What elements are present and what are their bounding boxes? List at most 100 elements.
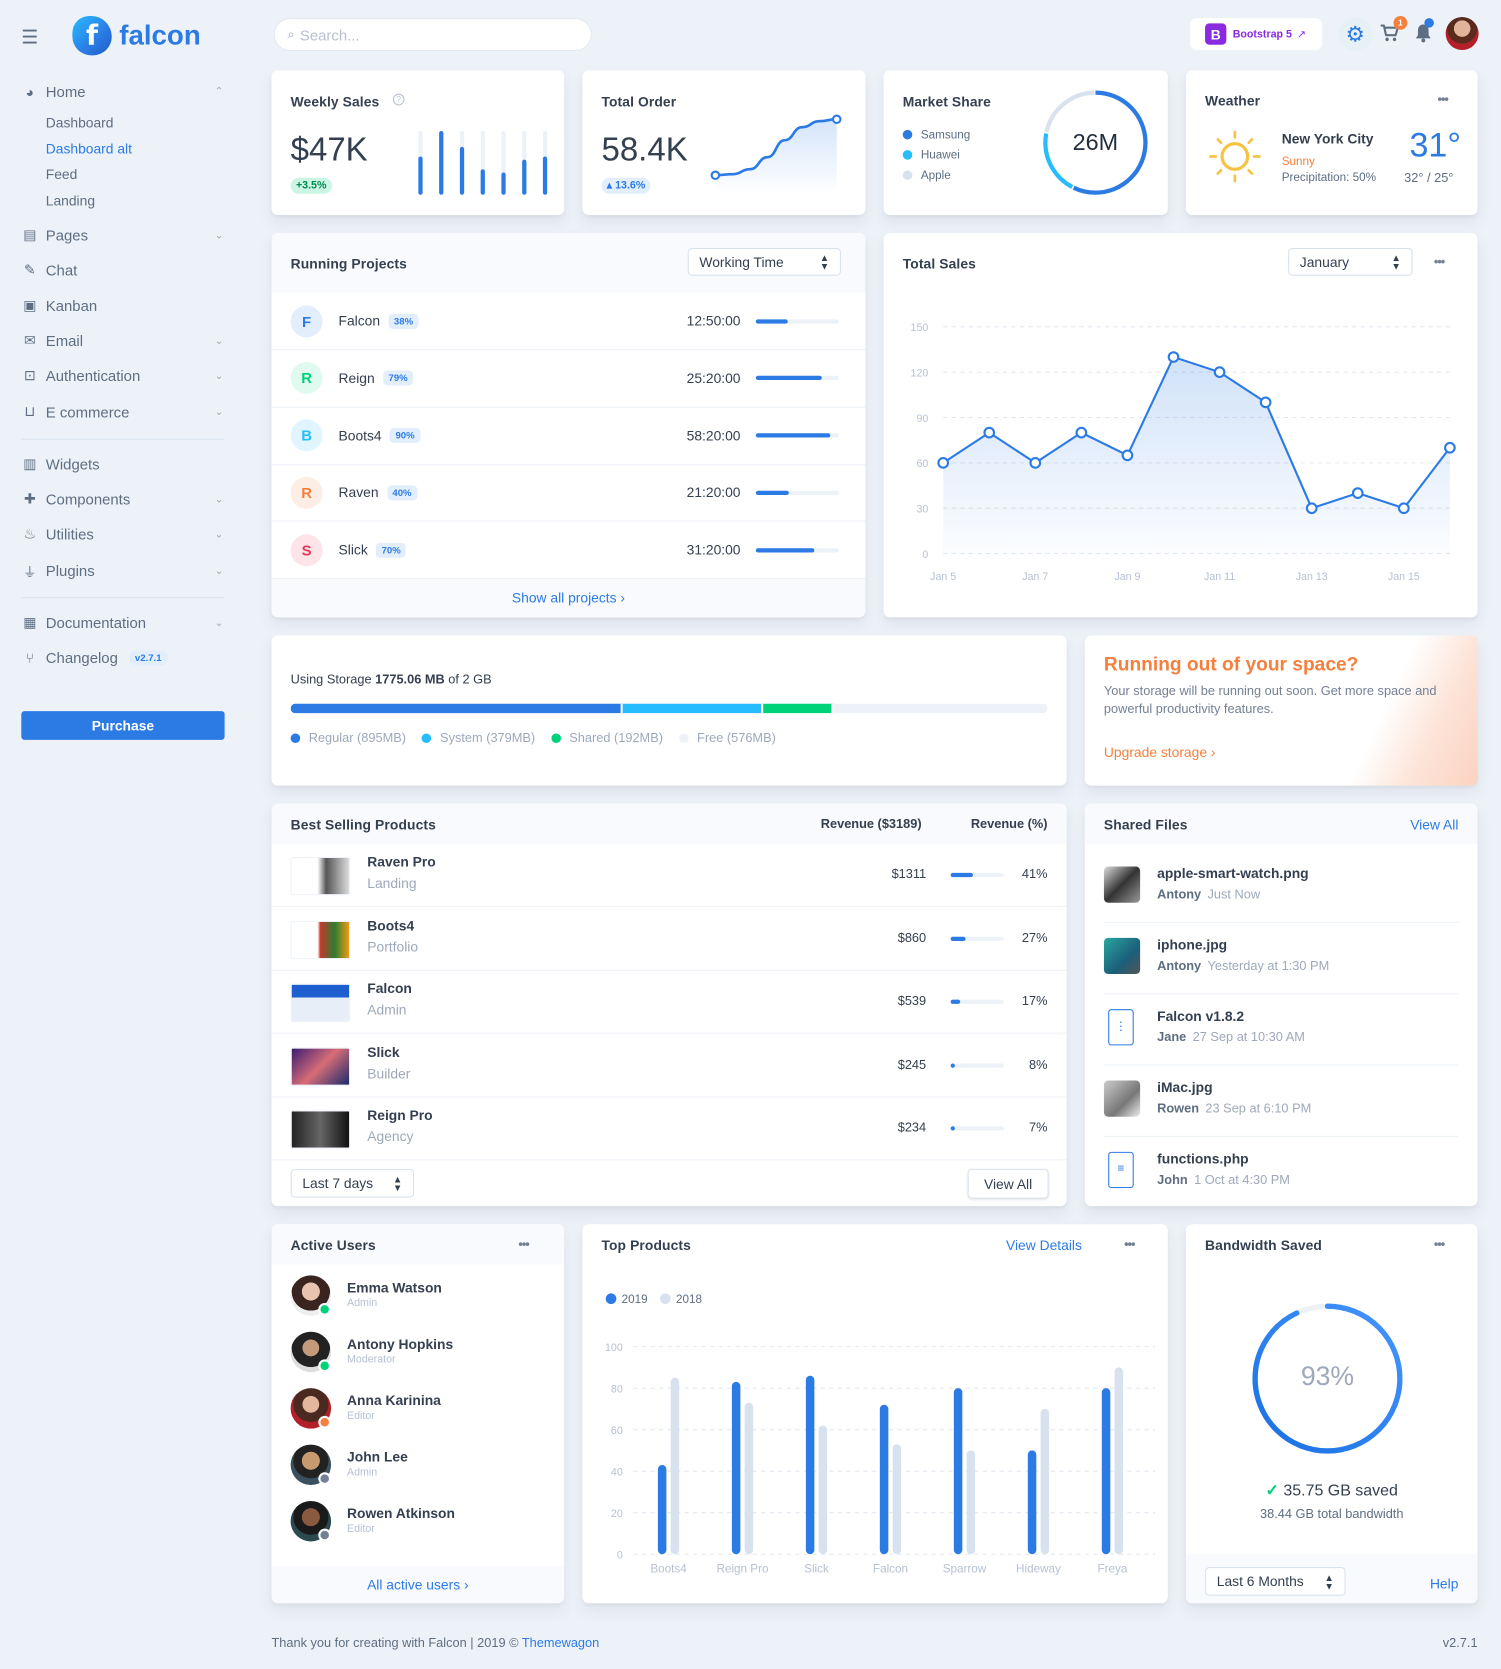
file-row[interactable]: iMac.jpg Rowen 23 Sep at 6:10 PM: [1103, 1066, 1459, 1137]
logo[interactable]: f falcon: [72, 15, 201, 56]
product-row[interactable]: Falcon Admin $539 17%: [271, 971, 1067, 1034]
product-row[interactable]: Slick Builder $245 8%: [271, 1035, 1067, 1098]
product-row[interactable]: Reign Pro Agency $234 7%: [271, 1098, 1067, 1161]
x-tick-label: Falcon: [873, 1562, 908, 1575]
product-revenue: $1311: [891, 866, 927, 882]
view-details-link[interactable]: View Details: [1005, 1236, 1082, 1253]
user-avatar[interactable]: [1445, 17, 1479, 51]
cart-icon: ⊔: [24, 403, 36, 420]
top-products-bar-chart: 2019 2018 0 20 40 60 80 100 Boots4 Reign Pro Slick…: [605, 1293, 1156, 1575]
total-sales-point: [1121, 449, 1134, 462]
project-percent-badge: 90%: [390, 428, 420, 443]
sidebar-item-authentication[interactable]: ⊡ Authentication ⌄: [21, 367, 224, 384]
email-icon: ✉: [24, 332, 36, 349]
user-role: Admin: [347, 1466, 378, 1479]
project-row[interactable]: R Reign 79% 25:20:00: [271, 350, 866, 408]
user-name: Rowen Atkinson: [347, 1505, 455, 1522]
purchase-button[interactable]: Purchase: [21, 711, 225, 740]
month-select[interactable]: January ▲ ▼: [1288, 248, 1413, 276]
status-indicator: [318, 1528, 332, 1542]
storage-card: Using Storage 1775.06 MB of 2 GB Regular…: [271, 635, 1067, 786]
more-options-icon[interactable]: •••: [1433, 1236, 1445, 1252]
sidebar-divider: [21, 438, 224, 440]
sidebar-item-kanban[interactable]: ▣ Kanban: [21, 297, 223, 314]
product-row[interactable]: Raven Pro Landing $1311 41%: [271, 844, 1067, 907]
date-range-select[interactable]: Last 7 days ▲ ▼: [290, 1168, 415, 1198]
user-role: Editor: [347, 1523, 375, 1536]
revenue-amount-header[interactable]: Revenue ($3189): [820, 816, 922, 832]
sidebar-subitem-dashboard-alt[interactable]: Dashboard alt: [45, 140, 132, 157]
search-input[interactable]: ⌕ Search...: [273, 18, 592, 52]
chevron-down-icon: ⌄: [214, 616, 224, 629]
bar-2019-slick: [805, 1375, 815, 1555]
card-title: Weekly Sales: [290, 93, 380, 110]
sidebar-item-label: E commerce: [45, 403, 130, 421]
menu-toggle-icon[interactable]: ☰: [21, 26, 39, 48]
revenue-percent-header[interactable]: Revenue (%): [970, 816, 1048, 832]
help-link[interactable]: Help: [1429, 1575, 1459, 1592]
brand-name: falcon: [119, 19, 201, 52]
project-row[interactable]: R Raven 40% 21:20:00: [271, 465, 866, 523]
file-row[interactable]: ≡ functions.php John 1 Oct at 4:30 PM: [1104, 1137, 1458, 1206]
sidebar-item-email[interactable]: ✉ Email ⌄: [21, 332, 224, 350]
market-share-donut-chart: [1043, 90, 1148, 195]
more-options-icon[interactable]: •••: [1124, 1236, 1135, 1252]
total-sales-point: [937, 457, 950, 469]
sidebar-subitem-feed[interactable]: Feed: [45, 166, 78, 183]
show-all-projects-link[interactable]: Show all projects ›: [271, 579, 866, 618]
bar-2018-boots4: [670, 1377, 680, 1555]
project-row[interactable]: S Slick 70% 31:20:00: [271, 522, 866, 580]
project-row[interactable]: F Falcon 38% 12:50:00: [271, 293, 866, 351]
sidebar-item-changelog[interactable]: ⑂ Changelog v2.7.1: [21, 649, 223, 666]
product-revenue-percent: 17%: [1021, 993, 1048, 1009]
sidebar-item-home[interactable]: ◕ Home ⌃: [21, 83, 224, 100]
sidebar-item-documentation[interactable]: ▦ Documentation ⌄: [21, 614, 223, 631]
view-all-button[interactable]: View All: [967, 1168, 1049, 1199]
total-sales-line-chart: 0 30 60 90 120 150 Jan 5 Jan 7 Jan 9 Jan 11 Jan 13…: [911, 322, 1456, 583]
more-options-icon[interactable]: •••: [1437, 91, 1449, 107]
sidebar-item-chat[interactable]: ✎ Chat: [21, 262, 223, 279]
bar-2018-sparrow: [966, 1450, 976, 1555]
project-row[interactable]: B Boots4 90% 58:20:00: [271, 407, 866, 465]
file-row[interactable]: ⋮ Falcon v1.8.2 Jane 27 Sep at 10:30 AM: [1103, 994, 1459, 1066]
sidebar-subitem-dashboard[interactable]: Dashboard: [45, 114, 114, 131]
sidebar-item-utilities[interactable]: ♨ Utilities ⌄: [21, 526, 224, 543]
sidebar-item-widgets[interactable]: ▥ Widgets: [21, 456, 223, 473]
notification-bell-icon[interactable]: [1415, 23, 1432, 43]
period-select[interactable]: Last 6 Months ▲ ▼: [1205, 1567, 1346, 1596]
file-owner: John: [1157, 1172, 1188, 1187]
sidebar-item-pages[interactable]: ▤ Pages ⌄: [21, 227, 223, 244]
settings-gear-icon[interactable]: ⚙: [1338, 17, 1373, 52]
bar-2019-boots4: [657, 1464, 667, 1555]
file-name: iphone.jpg: [1157, 936, 1228, 953]
view-all-files-link[interactable]: View All: [1410, 816, 1459, 833]
product-name: Falcon: [367, 980, 412, 997]
sidebar-item-e-commerce[interactable]: ⊔ E commerce ⌄: [21, 403, 223, 420]
more-options-icon[interactable]: •••: [518, 1236, 529, 1252]
sidebar-item-label: Email: [45, 332, 84, 350]
bar-2019-freya: [1101, 1388, 1111, 1555]
chevron-up-icon: ⌃: [214, 85, 224, 98]
file-row[interactable]: apple-smart-watch.png Antony Just Now: [1103, 852, 1459, 923]
card-title: Market Share: [902, 93, 991, 110]
themewagon-link[interactable]: Themewagon: [521, 1635, 600, 1651]
product-revenue-percent: 27%: [1021, 929, 1048, 945]
chevron-down-icon: ⌄: [214, 369, 224, 382]
upgrade-storage-link[interactable]: Upgrade storage ›: [1103, 744, 1216, 761]
weather-city: New York City: [1281, 130, 1374, 147]
y-tick-label: 0: [922, 549, 928, 561]
file-row[interactable]: iphone.jpg Antony Yesterday at 1:30 PM: [1103, 923, 1459, 995]
product-row[interactable]: Boots4 Portfolio $860 27%: [271, 908, 1067, 971]
sun-icon: [1209, 130, 1261, 183]
help-icon[interactable]: ?: [392, 93, 405, 106]
bootstrap-5-link[interactable]: B Bootstrap 5 ↗: [1190, 18, 1323, 51]
all-active-users-link[interactable]: All active users ›: [271, 1565, 565, 1604]
sidebar-item-components[interactable]: ✚ Components ⌄: [21, 491, 224, 508]
sidebar-subitem-landing[interactable]: Landing: [45, 192, 96, 209]
more-options-icon[interactable]: •••: [1433, 254, 1445, 270]
working-time-select[interactable]: Working Time ▲ ▼: [687, 248, 841, 276]
user-name: Anna Karinina: [347, 1392, 441, 1409]
active-users-card: Active Users ••• All active users › Emma…: [271, 1224, 565, 1604]
x-tick-label: Hideway: [1016, 1562, 1061, 1575]
sidebar-item-plugins[interactable]: ⏚ Plugins ⌄: [21, 562, 224, 580]
